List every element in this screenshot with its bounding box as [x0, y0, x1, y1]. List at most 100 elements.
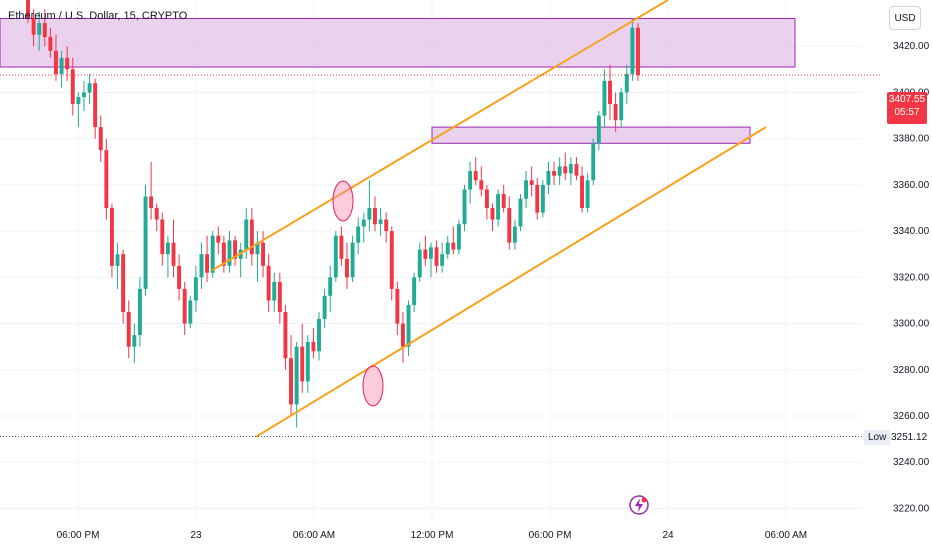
candle-body: [608, 80, 612, 104]
candle-body: [115, 254, 120, 266]
candle-body: [65, 57, 70, 70]
candle-body: [233, 240, 238, 259]
candle-body: [132, 335, 137, 347]
candle-body: [261, 242, 266, 266]
bar-countdown: 05:57: [894, 107, 920, 118]
candle-body: [384, 219, 389, 232]
support-zone: [431, 126, 751, 144]
candle-body: [289, 358, 293, 405]
candle-body: [518, 198, 523, 227]
candle-body: [602, 80, 607, 116]
candle-body: [283, 312, 288, 359]
candle-body: [154, 208, 159, 220]
candle-body: [591, 143, 596, 181]
y-tick-label: 3260.00: [893, 411, 930, 422]
candle-body: [205, 254, 210, 273]
candle-body: [568, 164, 573, 174]
x-tick-label: 06:00 AM: [765, 530, 807, 541]
candle-body: [451, 242, 456, 250]
upper-touch-circle: [332, 180, 354, 222]
candle-body: [389, 231, 394, 289]
candle-body: [552, 171, 557, 176]
candle-body: [93, 83, 98, 128]
candle-body: [126, 312, 131, 347]
candle-body: [596, 115, 601, 144]
candle-body: [300, 346, 305, 382]
candle-body: [227, 240, 232, 266]
candle-body: [524, 180, 529, 199]
candle-body: [149, 196, 154, 208]
candle-body: [356, 226, 361, 243]
candle-body: [417, 249, 422, 278]
x-tick-label: 12:00 PM: [411, 530, 454, 541]
x-tick-label: 24: [662, 530, 674, 541]
candle-body: [546, 171, 551, 185]
candle-body: [48, 36, 53, 51]
candle-body: [121, 254, 126, 312]
candle-body: [428, 247, 433, 259]
y-tick-label: 3340.00: [893, 226, 930, 237]
candle-body: [378, 219, 383, 225]
candle-body: [87, 83, 92, 93]
candle-body: [512, 226, 517, 243]
candle-body: [82, 92, 86, 98]
symbol-title: Ethereum / U.S. Dollar, 15, CRYPTO: [8, 10, 188, 22]
low-label: Low: [864, 430, 891, 445]
candle-body: [333, 235, 338, 278]
y-tick-label: 3240.00: [893, 457, 930, 468]
candle-body: [193, 277, 198, 301]
candle-body: [98, 127, 103, 151]
candle-body: [557, 166, 562, 176]
candle-body: [619, 92, 624, 121]
candle-body: [540, 184, 545, 213]
candle-body: [272, 281, 277, 301]
candle-body: [468, 171, 473, 190]
candle-body: [507, 208, 512, 243]
candle-body: [490, 208, 495, 220]
x-tick-label: 06:00 AM: [293, 530, 335, 541]
x-tick-label: 06:00 PM: [529, 530, 572, 541]
candle-body: [473, 171, 478, 181]
candle-body: [42, 23, 47, 37]
candle-body: [160, 219, 165, 255]
candle-body: [479, 180, 484, 190]
lower-touch-circle: [362, 365, 384, 407]
y-tick-label: 3300.00: [893, 319, 930, 330]
candle-body: [630, 27, 635, 74]
candle-body: [317, 318, 321, 352]
candle-body: [440, 254, 445, 266]
candle-body: [216, 235, 221, 243]
candle-body: [311, 342, 316, 352]
candle-body: [322, 295, 327, 319]
candle-body: [37, 23, 42, 35]
candle-body: [406, 305, 411, 347]
candle-body: [109, 208, 114, 266]
candle-body: [54, 50, 58, 74]
candle-body: [76, 97, 81, 104]
y-tick-label: 3360.00: [893, 180, 930, 191]
candle-body: [585, 180, 590, 208]
candle-body: [574, 164, 579, 176]
x-tick-label: 06:00 PM: [57, 530, 100, 541]
candle-body: [496, 194, 501, 220]
candle-body: [580, 175, 584, 208]
candle-body: [445, 242, 450, 255]
currency-button[interactable]: USD: [889, 6, 921, 30]
candle-body: [255, 242, 260, 255]
candle-body: [345, 258, 349, 278]
candle-body: [434, 247, 439, 266]
channel-lower-line: [255, 126, 767, 438]
candle-body: [182, 288, 187, 324]
y-tick-label: 3420.00: [893, 41, 930, 52]
candle-body: [165, 242, 170, 255]
candle-body: [456, 224, 461, 250]
x-tick-label: 23: [190, 530, 202, 541]
candle-body: [395, 288, 400, 324]
candle-body: [305, 342, 310, 382]
lightning-icon[interactable]: [628, 494, 650, 516]
y-tick-label: 3380.00: [893, 134, 930, 145]
candle-body: [188, 300, 193, 324]
candle-body: [70, 69, 75, 104]
candle-body: [361, 219, 366, 227]
